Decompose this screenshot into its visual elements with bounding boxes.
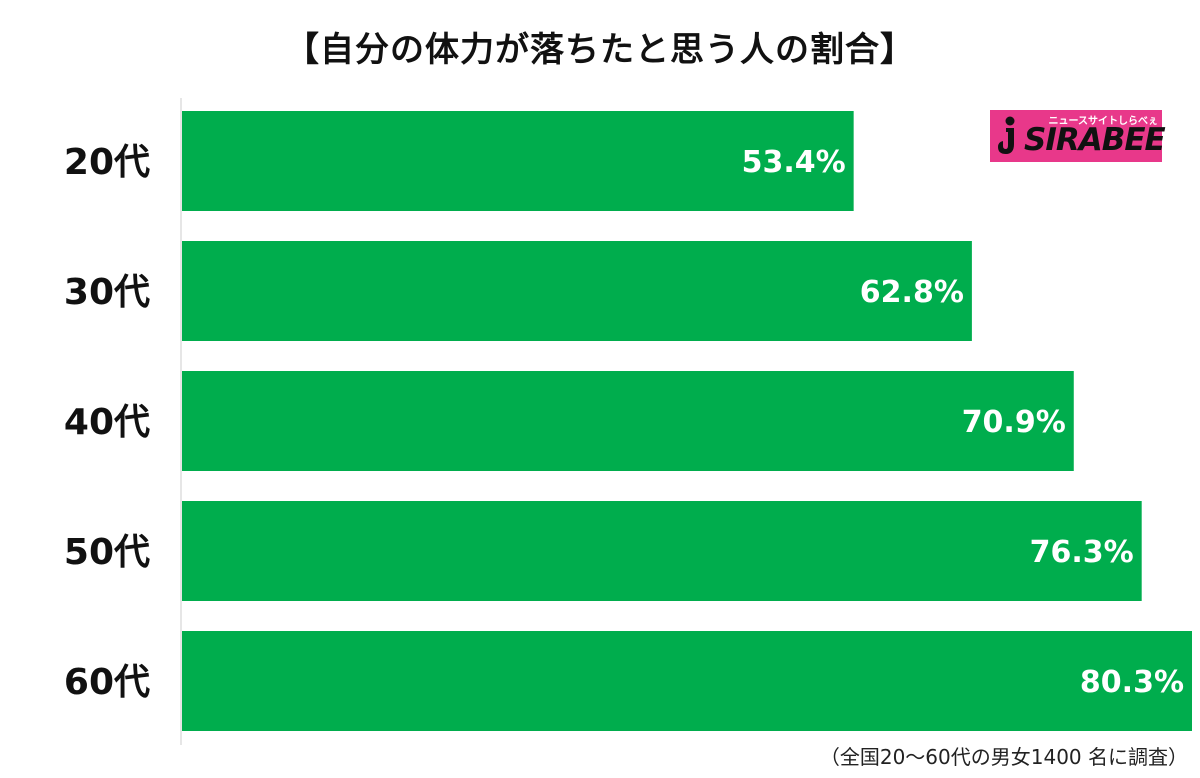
chart-footnote: （全国20～60代の男女1400 名に調査）: [819, 745, 1188, 769]
value-label-4: 80.3%: [1080, 665, 1184, 700]
sirabee-logo: ニュースサイトしらべぇ SIRABEE: [990, 110, 1166, 162]
logo-tagline: ニュースサイトしらべぇ: [1048, 116, 1159, 127]
category-label-1: 30代: [64, 272, 150, 313]
logo-text: SIRABEE: [1024, 122, 1166, 158]
value-label-2: 70.9%: [962, 405, 1066, 440]
bar-4: [182, 631, 1192, 731]
category-label-3: 50代: [64, 532, 150, 573]
category-label-2: 40代: [64, 402, 150, 443]
category-label-0: 20代: [64, 142, 150, 183]
bar-0: [182, 111, 854, 211]
chart-title: 【自分の体力が落ちたと思う人の割合】: [285, 30, 915, 70]
category-label-4: 60代: [64, 662, 150, 703]
bar-2: [182, 371, 1074, 471]
value-label-0: 53.4%: [742, 145, 846, 180]
bar-series: 20代 53.4% 30代 62.8% 40代 70.9% 50代 76.3% 60代 80.3%: [64, 111, 1192, 731]
bar-3: [182, 501, 1142, 601]
value-label-3: 76.3%: [1030, 535, 1134, 570]
logo-i-icon: [998, 116, 1015, 154]
bar-1: [182, 241, 972, 341]
value-label-1: 62.8%: [860, 275, 964, 310]
